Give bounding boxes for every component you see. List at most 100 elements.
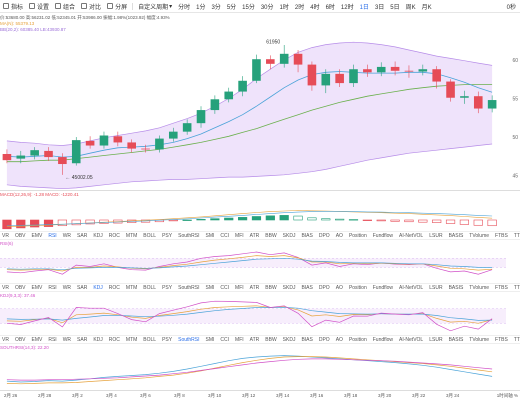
indicator-tab[interactable]: SKDJ bbox=[282, 284, 296, 291]
indicator-tab[interactable]: AO bbox=[335, 336, 343, 343]
indicator-tab[interactable]: MTM bbox=[125, 284, 138, 291]
period-option[interactable]: 6时 bbox=[325, 4, 335, 11]
indicator-tab[interactable]: AO bbox=[335, 232, 343, 239]
indicator-tab[interactable]: BASIS bbox=[448, 232, 464, 239]
indicator-tab[interactable]: AI-NetVOL bbox=[399, 336, 424, 343]
indicator-tab[interactable]: MTM bbox=[125, 232, 138, 239]
indicator-tab[interactable]: BOLL bbox=[143, 232, 157, 239]
indicator-tab[interactable]: Fundflow bbox=[372, 336, 394, 343]
indicator-tab[interactable]: WR bbox=[62, 284, 72, 291]
indicator-tab[interactable]: BIAS bbox=[301, 232, 313, 239]
macd-chart[interactable] bbox=[0, 198, 520, 231]
period-option[interactable]: 分时 bbox=[178, 4, 191, 11]
indicator-tab[interactable]: PSY bbox=[162, 232, 173, 239]
indicator-tab[interactable]: CCI bbox=[220, 232, 230, 239]
period-option[interactable]: 12时 bbox=[340, 4, 354, 11]
indicator-tab[interactable]: EMV bbox=[31, 284, 43, 291]
indicator-tab[interactable]: SMI bbox=[205, 284, 215, 291]
period-option[interactable]: 月K bbox=[421, 4, 432, 11]
indicator-tab[interactable]: BOLL bbox=[143, 284, 157, 291]
indicator-tab[interactable]: MFI bbox=[235, 232, 244, 239]
indicator-tab[interactable]: Position bbox=[348, 336, 367, 343]
indicator-tab[interactable]: RSI bbox=[48, 284, 57, 291]
indicator-tab[interactable]: SKDJ bbox=[282, 336, 296, 343]
indicator-tab[interactable]: RSI bbox=[48, 336, 57, 343]
indicator-tab[interactable]: Fundflow bbox=[372, 232, 394, 239]
indicator-tab[interactable]: OBV bbox=[14, 336, 26, 343]
kdj-chart[interactable] bbox=[0, 293, 520, 335]
indicator-tab[interactable]: FTBS bbox=[495, 284, 508, 291]
period-option[interactable]: 5分 bbox=[226, 4, 237, 11]
indicator-tab[interactable]: ROC bbox=[108, 336, 120, 343]
indicator-tab[interactable]: WR bbox=[62, 232, 72, 239]
indicator-tab[interactable]: VR bbox=[2, 336, 9, 343]
indicator-tab[interactable]: AI-NetVOL bbox=[399, 232, 424, 239]
indicator-tab[interactable]: BOLL bbox=[143, 336, 157, 343]
indicator-tab[interactable]: OBV bbox=[14, 284, 26, 291]
indicator-tab[interactable]: MFI bbox=[235, 284, 244, 291]
indicator-tab[interactable]: SKDJ bbox=[282, 232, 296, 239]
period-option[interactable]: 1时 bbox=[279, 4, 289, 11]
indicator-tab[interactable]: AI-NetVOL bbox=[399, 284, 424, 291]
indicator-tab[interactable]: OBV bbox=[14, 232, 26, 239]
rsi-chart[interactable] bbox=[0, 241, 520, 283]
indicator-tab[interactable]: KDJ bbox=[93, 232, 103, 239]
indicator-tab[interactable]: PSY bbox=[162, 284, 173, 291]
indicator-tab[interactable]: BBW bbox=[265, 232, 277, 239]
indicator-tab[interactable]: SouthRSI bbox=[178, 232, 200, 239]
indicator-tab[interactable]: CCI bbox=[220, 336, 230, 343]
indicator-tab[interactable]: TVolume bbox=[469, 336, 490, 343]
indicator-tab[interactable]: SMI bbox=[205, 336, 215, 343]
indicator-tab[interactable]: BASIS bbox=[448, 284, 464, 291]
indicator-tab[interactable]: Position bbox=[348, 284, 367, 291]
indicator-tab[interactable]: BBW bbox=[265, 284, 277, 291]
indicator-tab[interactable]: VR bbox=[2, 284, 9, 291]
indicator-tab[interactable]: TTSI bbox=[513, 336, 520, 343]
custom-period-button[interactable]: 自定义周期 ▾ bbox=[135, 2, 175, 11]
period-option[interactable]: 5日 bbox=[390, 4, 400, 11]
indicator-tab[interactable]: TTSI bbox=[513, 232, 520, 239]
indicator-tab[interactable]: RSI bbox=[48, 232, 57, 239]
indicator-tab[interactable]: SAR bbox=[77, 336, 88, 343]
period-option[interactable]: 周K bbox=[405, 4, 416, 11]
indicator-tab[interactable]: TTSI bbox=[513, 284, 520, 291]
indicator-tab[interactable]: TVolume bbox=[469, 284, 490, 291]
toolbar-button-3[interactable]: 对比 bbox=[78, 2, 104, 11]
indicator-tab[interactable]: ATR bbox=[249, 232, 260, 239]
period-option[interactable]: 3日 bbox=[374, 4, 385, 11]
period-option[interactable]: 3分 bbox=[211, 4, 221, 11]
indicator-tab[interactable]: DPO bbox=[318, 284, 330, 291]
indicator-tab[interactable]: MTM bbox=[125, 336, 138, 343]
indicator-tab[interactable]: AO bbox=[335, 284, 343, 291]
toolbar-button-0[interactable]: 指标 bbox=[0, 2, 26, 11]
period-option[interactable]: 30分 bbox=[260, 4, 274, 11]
indicator-tab[interactable]: BBW bbox=[265, 336, 277, 343]
indicator-tab[interactable]: SMI bbox=[205, 232, 215, 239]
indicator-tab[interactable]: MFI bbox=[235, 336, 244, 343]
period-option[interactable]: 2时 bbox=[294, 4, 305, 11]
toolbar-button-4[interactable]: 分屏 bbox=[104, 2, 130, 11]
price-chart[interactable]: 61950 ← 45002.05 60 55 50 45 bbox=[0, 13, 520, 191]
indicator-tab[interactable]: EMV bbox=[31, 232, 43, 239]
indicator-tab[interactable]: WR bbox=[62, 336, 72, 343]
southrsi-chart[interactable] bbox=[0, 345, 520, 390]
indicator-tab[interactable]: VR bbox=[2, 232, 9, 239]
indicator-tab[interactable]: LSUR bbox=[429, 232, 443, 239]
refresh-timer[interactable]: 0秒 bbox=[504, 2, 520, 11]
indicator-tab[interactable]: PSY bbox=[162, 336, 173, 343]
indicator-tab[interactable]: SAR bbox=[77, 232, 88, 239]
indicator-tab[interactable]: KDJ bbox=[93, 336, 103, 343]
indicator-tab[interactable]: ATR bbox=[249, 284, 260, 291]
indicator-tab[interactable]: ROC bbox=[108, 284, 120, 291]
period-option[interactable]: 1日 bbox=[359, 4, 369, 11]
toolbar-button-2[interactable]: 组合 bbox=[52, 2, 78, 11]
indicator-tab[interactable]: LSUR bbox=[429, 284, 443, 291]
indicator-tab[interactable]: CCI bbox=[220, 284, 230, 291]
indicator-tab[interactable]: TVolume bbox=[469, 232, 490, 239]
indicator-tab[interactable]: ROC bbox=[108, 232, 120, 239]
indicator-tab[interactable]: Fundflow bbox=[372, 284, 394, 291]
indicator-tab[interactable]: SAR bbox=[77, 284, 88, 291]
indicator-tab[interactable]: DPO bbox=[318, 336, 330, 343]
indicator-tab[interactable]: ATR bbox=[249, 336, 260, 343]
indicator-tab[interactable]: FTBS bbox=[495, 336, 508, 343]
